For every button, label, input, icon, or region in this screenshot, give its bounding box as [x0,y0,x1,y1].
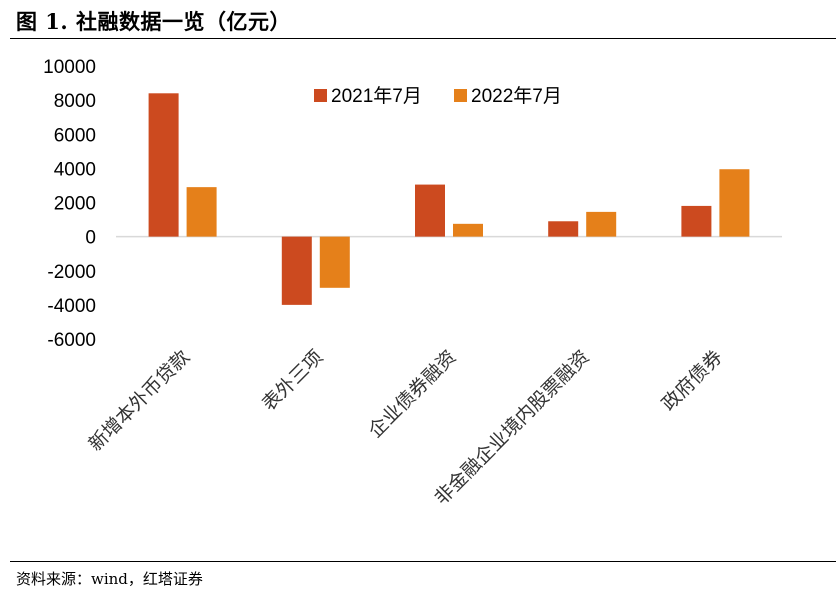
y-tick-label: 2000 [54,194,96,215]
y-tick-label: 8000 [54,91,96,112]
legend-swatch [314,89,327,102]
legend: 2021年7月 2022年7月 [314,85,562,107]
bars [148,93,750,305]
title-rule [10,38,836,39]
y-tick-label: -4000 [47,296,96,317]
bar-series-2021 [415,184,445,237]
bar-series-2021 [681,205,712,237]
bar-series-2021 [548,221,579,237]
y-axis-ticks: 10000 8000 6000 4000 2000 0 -2000 -4000 -6000 [43,57,96,351]
category-label: 企业债券融资 [364,346,460,442]
bar-series-2022 [319,236,350,288]
bar-series-2022 [186,187,217,237]
legend-label: 2022年7月 [471,85,562,107]
y-tick-label: -6000 [47,330,96,351]
bar-chart: 10000 8000 6000 4000 2000 0 -2000 -4000 -6000 新增… [43,57,782,509]
source-note: 资料来源：wind，红塔证券 [16,570,203,588]
y-tick-label: 0 [85,228,96,249]
y-tick-label: 10000 [43,57,96,78]
figure-title: 图 1. 社融数据一览（亿元） [16,9,292,34]
bar-series-2021 [281,236,312,305]
legend-swatch [454,89,467,102]
legend-label: 2021年7月 [331,85,422,107]
category-label: 新增本外币贷款 [85,346,195,456]
source-rule [10,561,836,562]
category-label: 非金融企业境内股票融资 [430,346,593,509]
bar-series-2022 [453,223,483,237]
bar-series-2021 [148,93,179,237]
y-tick-label: 4000 [54,159,96,180]
y-tick-label: -2000 [47,262,96,283]
y-tick-label: 6000 [54,125,96,146]
category-label: 政府债券 [658,346,727,415]
bar-series-2022 [586,211,617,237]
bar-series-2022 [719,169,750,237]
category-label: 表外三项 [258,346,327,415]
